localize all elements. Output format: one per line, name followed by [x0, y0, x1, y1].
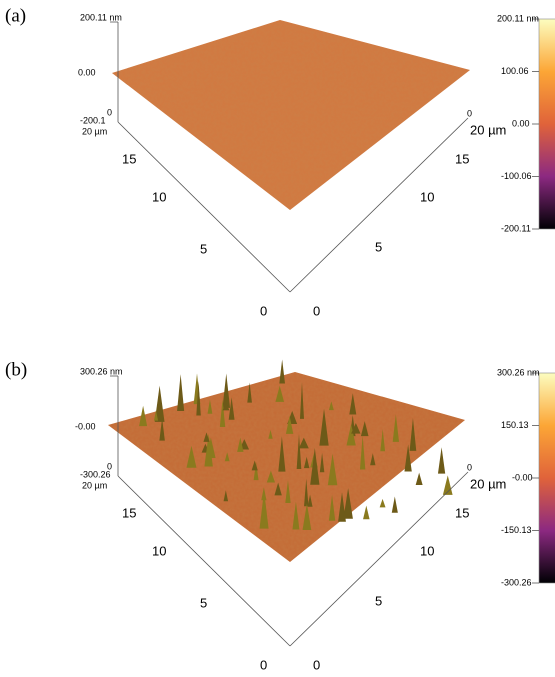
left-axis-tick: 10: [152, 189, 166, 204]
spike: [363, 506, 370, 520]
spike: [438, 447, 445, 473]
colorbar-label: 150.13: [501, 420, 529, 430]
right-axis-tick: 0: [313, 303, 320, 318]
z-max-label: 200.11 nm: [80, 12, 122, 22]
spike: [279, 359, 285, 383]
colorbar-label: -0.00: [512, 472, 533, 482]
left-axis-unit: 20 µm: [82, 126, 107, 136]
spike: [223, 373, 231, 407]
right-axis-tick: 5: [375, 593, 382, 608]
z-zero-tick: 0: [107, 461, 112, 471]
z-max-label: 300.26 nm: [80, 366, 123, 376]
z-zero-label: -0.00: [75, 421, 96, 431]
colorbar-label: 300.26 nm: [497, 367, 540, 377]
right-axis-tick: 0: [313, 657, 320, 672]
panel-label: (b): [5, 359, 27, 380]
z-min-label: -300.26: [80, 469, 111, 479]
left-axis-tick: 15: [122, 151, 136, 166]
left-axis-tick: 0: [260, 303, 267, 318]
right-axis-tick: 15: [455, 505, 469, 520]
left-axis-tick: 15: [122, 505, 136, 520]
colorbar: [539, 19, 555, 229]
left-axis-unit: 20 µm: [82, 480, 107, 490]
colorbar-label: -150.13: [501, 525, 532, 535]
left-axis-tick: 5: [200, 595, 207, 610]
colorbar-label: -300.26: [501, 577, 532, 587]
left-axis-tick: 5: [200, 241, 207, 256]
right-axis-tick: 10: [420, 189, 434, 204]
spike: [392, 496, 398, 512]
z-zero-tick: 0: [107, 107, 112, 117]
figure: (a)200.11 nm0.00-200.1020 µm151050151050…: [0, 0, 555, 677]
right-axis-unit: 20 µm: [470, 476, 506, 491]
panel-label: (a): [5, 5, 26, 26]
z-min-label: -200.1: [80, 115, 106, 125]
surface-a-texture: [112, 20, 470, 210]
spike: [177, 374, 184, 411]
colorbar-label: 100.06: [501, 66, 529, 76]
right-axis-zero: 0: [467, 108, 472, 118]
spike: [380, 499, 386, 508]
colorbar-label: 200.11 nm: [497, 13, 539, 23]
right-axis-tick: 15: [455, 151, 469, 166]
left-axis-tick: 0: [260, 657, 267, 672]
colorbar-label: 0.00: [512, 118, 530, 128]
right-axis-zero: 0: [467, 462, 472, 472]
right-axis-tick: 10: [420, 543, 434, 558]
colorbar-label: -200.11: [501, 223, 531, 233]
colorbar-label: -100.06: [501, 171, 532, 181]
right-axis-unit: 20 µm: [470, 122, 506, 137]
colorbar: [539, 373, 555, 583]
spike: [416, 473, 423, 485]
left-axis-tick: 10: [152, 543, 166, 558]
right-axis-tick: 5: [375, 239, 382, 254]
z-zero-label: 0.00: [78, 67, 96, 77]
